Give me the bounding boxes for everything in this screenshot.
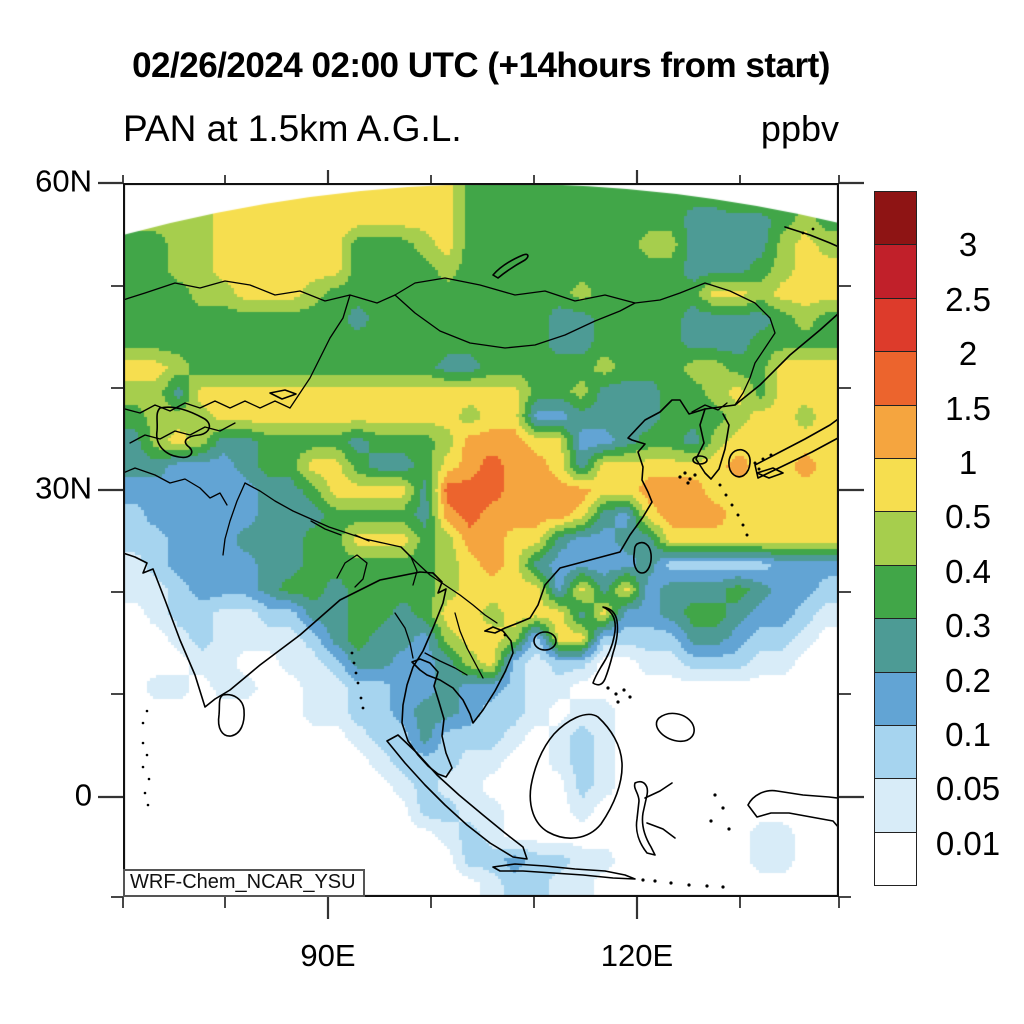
colorbar-swatch [874,351,917,406]
plot-title: 02/26/2024 02:00 UTC (+14hours from star… [132,46,830,85]
colorbar-swatch [874,511,917,566]
colorbar-tick-label: 2 [958,335,978,373]
colorbar-swatch [874,457,917,513]
colorbar-swatch [874,297,917,353]
colorbar-swatch [874,404,917,459]
colorbar-tick-label: 1 [958,444,978,481]
colorbar-swatch [874,618,917,673]
colorbar-swatch [874,778,917,833]
colorbar-tick-label: 0.1 [945,716,991,753]
colorbar-swatch [874,831,917,887]
colorbar-swatch [874,724,917,780]
colorbar-swatch [874,244,917,299]
colorbar-tick-label: 0.01 [935,824,1001,862]
colorbar-tick-label: 0.3 [945,607,991,645]
colorbar-tick-label: 1.5 [945,389,991,427]
colorbar-tick-label: 3 [958,226,978,264]
colorbar [874,191,917,887]
subtitle-row: PAN at 1.5km A.G.L. ppbv [123,108,839,150]
y-tick-label: 60N [35,163,92,199]
y-tick-label: 0 [74,777,92,813]
colorbar-tick-label: 2.5 [945,280,991,318]
colorbar-swatch [874,191,917,246]
y-tick-label: 30N [35,470,92,506]
x-tick-label: 120E [600,938,674,973]
map-panel: WRF-Chem_NCAR_YSU [123,183,839,897]
colorbar-swatch [874,671,917,726]
units-label: ppbv [760,108,839,149]
colorbar-swatch [874,564,917,620]
variable-label: PAN at 1.5km A.G.L. [123,108,462,149]
colorbar-tick-label: 0.5 [945,498,991,536]
x-tick-label: 90E [300,938,356,973]
concentration-field-canvas [123,183,839,897]
colorbar-tick-label: 0.2 [945,661,991,699]
colorbar-tick-label: 0.05 [935,770,1001,808]
colorbar-tick-label: 0.4 [945,552,991,590]
model-watermark: WRF-Chem_NCAR_YSU [123,869,365,897]
